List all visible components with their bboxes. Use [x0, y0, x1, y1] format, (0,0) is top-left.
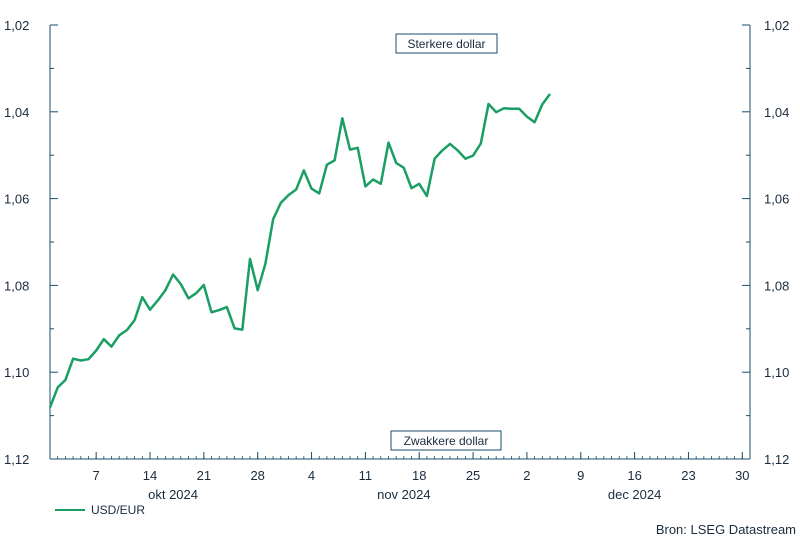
x-month-label: nov 2024 — [377, 487, 431, 502]
x-tick-label: 23 — [681, 468, 695, 483]
y-tick-label-left: 1,04 — [4, 105, 29, 120]
y-axis-left: 1,02 1,04 1,06 1,08 1,10 1,12 — [4, 18, 58, 467]
y-tick-label-left: 1,08 — [4, 278, 29, 293]
legend-label: USD/EUR — [91, 503, 146, 517]
series-line-usd-eur — [48, 93, 552, 408]
y-tick-label-right: 1,08 — [764, 278, 789, 293]
y-tick-label-left: 1,02 — [4, 18, 29, 33]
x-tick-label: 9 — [577, 468, 584, 483]
x-tick-label: 28 — [250, 468, 264, 483]
annotations: Sterkere dollar Zwakkere dollar — [390, 33, 502, 451]
y-tick-label-right: 1,10 — [764, 365, 789, 380]
x-tick-label: 14 — [143, 468, 157, 483]
legend-swatch — [55, 509, 85, 511]
y-tick-label-right: 1,04 — [764, 105, 789, 120]
x-tick-label: 25 — [466, 468, 480, 483]
x-tick-label: 16 — [627, 468, 641, 483]
y-tick-label-left: 1,10 — [4, 365, 29, 380]
x-tick-label: 7 — [93, 468, 100, 483]
x-month-label: dec 2024 — [608, 487, 662, 502]
y-tick-label-left: 1,12 — [4, 452, 29, 467]
legend: USD/EUR — [55, 503, 145, 517]
x-tick-label: 11 — [359, 468, 373, 483]
annotation-top-box — [395, 33, 498, 54]
x-tick-label: 30 — [735, 468, 749, 483]
x-tick-label: 2 — [523, 468, 530, 483]
y-axis-right: 1,02 1,04 1,06 1,08 1,10 1,12 — [742, 18, 789, 467]
y-tick-label-right: 1,12 — [764, 452, 789, 467]
y-tick-label-right: 1,06 — [764, 192, 789, 207]
x-month-label: okt 2024 — [148, 487, 198, 502]
source-note: Bron: LSEG Datastream — [655, 522, 796, 537]
y-tick-label-right: 1,02 — [764, 18, 789, 33]
x-tick-label: 18 — [412, 468, 426, 483]
series-layer — [48, 93, 552, 408]
x-tick-label: 4 — [308, 468, 315, 483]
x-axis: 7 14 21 28 4 11 18 25 2 9 16 23 30 okt 2024 nov 2024 de… — [49, 452, 751, 502]
annotation-top: Sterkere dollar — [407, 37, 485, 51]
x-tick-label: 21 — [197, 468, 211, 483]
y-tick-label-left: 1,06 — [4, 192, 29, 207]
annotation-bottom: Zwakkere dollar — [404, 434, 489, 448]
annotation-bottom-box — [390, 430, 502, 451]
